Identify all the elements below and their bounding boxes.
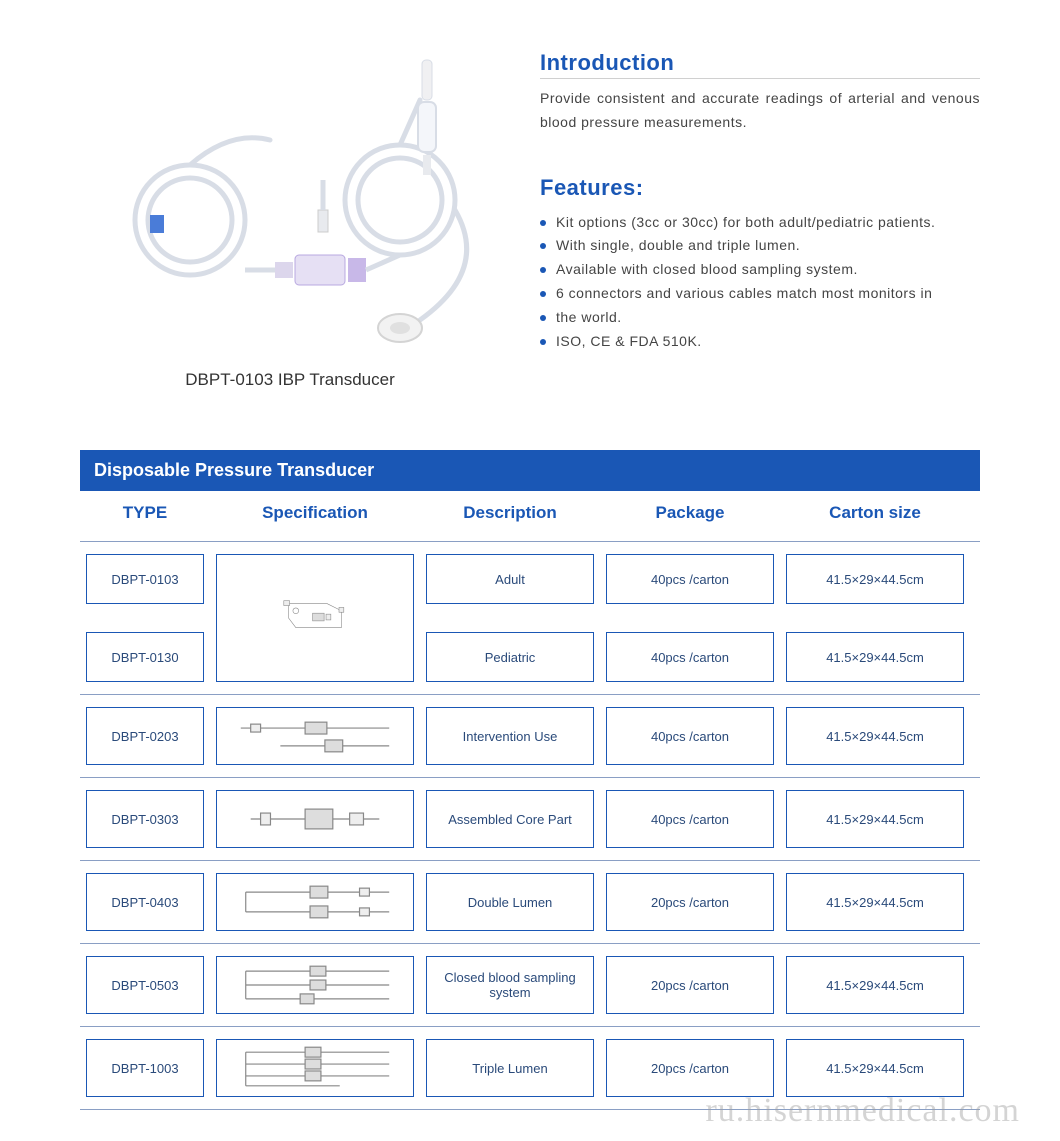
cell-carton: 41.5×29×44.5cm: [786, 632, 964, 682]
cell-package: 40pcs /carton: [606, 707, 774, 765]
cell-carton: 41.5×29×44.5cm: [786, 554, 964, 604]
table-row-group: DBPT-0103 DBPT-0130: [80, 541, 980, 694]
cell-description: Pediatric: [426, 632, 594, 682]
table-rows: DBPT-0103 DBPT-0130: [80, 541, 980, 1110]
cell-package: 40pcs /carton: [606, 790, 774, 848]
spec-diagram-icon: [221, 878, 409, 926]
features-list: Kit options (3cc or 30cc) for both adult…: [540, 211, 980, 354]
cell-carton: 41.5×29×44.5cm: [786, 707, 964, 765]
intro-text: Provide consistent and accurate readings…: [540, 87, 980, 135]
table-row: DBPT-1003: [80, 1026, 980, 1110]
cell-package: 40pcs /carton: [606, 554, 774, 604]
spec-diagram-icon: [221, 594, 409, 642]
cell-type: DBPT-0403: [86, 873, 204, 931]
feature-item: 6 connectors and various cables match mo…: [540, 282, 980, 306]
intro-title: Introduction: [540, 50, 980, 79]
product-caption: DBPT-0103 IBP Transducer: [185, 370, 394, 390]
col-description: Description: [420, 503, 600, 523]
cell-type: DBPT-1003: [86, 1039, 204, 1097]
cell-description: Intervention Use: [426, 707, 594, 765]
cell-package: 20pcs /carton: [606, 956, 774, 1014]
cell-description: Assembled Core Part: [426, 790, 594, 848]
cell-spec: [216, 554, 414, 682]
col-type: TYPE: [80, 503, 210, 523]
features-title: Features:: [540, 175, 980, 201]
table-row: DBPT-0203 Intervention Use 40pcs /carton: [80, 694, 980, 777]
spec-table-section: Disposable Pressure Transducer TYPE Spec…: [80, 450, 980, 1110]
table-row: DBPT-0403 Double Lume: [80, 860, 980, 943]
cell-spec: [216, 790, 414, 848]
top-section: DBPT-0103 IBP Transducer Introduction Pr…: [80, 40, 980, 390]
cell-carton: 41.5×29×44.5cm: [786, 1039, 964, 1097]
table-row: DBPT-0303 Assembled Core Part 40pcs /car…: [80, 777, 980, 860]
cell-carton: 41.5×29×44.5cm: [786, 790, 964, 848]
spec-diagram-icon: [221, 795, 409, 843]
table-title: Disposable Pressure Transducer: [80, 450, 980, 491]
col-carton: Carton size: [780, 503, 970, 523]
cell-description: Closed blood sampling system: [426, 956, 594, 1014]
col-package: Package: [600, 503, 780, 523]
cell-carton: 41.5×29×44.5cm: [786, 873, 964, 931]
spec-diagram-icon: [221, 961, 409, 1009]
feature-item: Available with closed blood sampling sys…: [540, 258, 980, 282]
cell-package: 20pcs /carton: [606, 873, 774, 931]
text-area: Introduction Provide consistent and accu…: [540, 40, 980, 390]
cell-package: 20pcs /carton: [606, 1039, 774, 1097]
feature-item: ISO, CE & FDA 510K.: [540, 330, 980, 354]
cell-type: DBPT-0130: [86, 632, 204, 682]
table-row: DBPT-0503 Closed bloo: [80, 943, 980, 1026]
product-illustration: [90, 40, 490, 360]
cell-description: Double Lumen: [426, 873, 594, 931]
cell-description: Adult: [426, 554, 594, 604]
cell-package: 40pcs /carton: [606, 632, 774, 682]
spec-diagram-icon: [221, 712, 409, 760]
cell-type: DBPT-0303: [86, 790, 204, 848]
product-image-area: DBPT-0103 IBP Transducer: [80, 40, 500, 390]
col-spec: Specification: [210, 503, 420, 523]
feature-item: Kit options (3cc or 30cc) for both adult…: [540, 211, 980, 235]
cell-spec: [216, 873, 414, 931]
spec-diagram-icon: [221, 1044, 409, 1092]
cell-type: DBPT-0203: [86, 707, 204, 765]
cell-spec: [216, 1039, 414, 1097]
cell-carton: 41.5×29×44.5cm: [786, 956, 964, 1014]
feature-item: With single, double and triple lumen.: [540, 234, 980, 258]
column-headers: TYPE Specification Description Package C…: [80, 491, 980, 541]
cell-spec: [216, 956, 414, 1014]
cell-spec: [216, 707, 414, 765]
cell-description: Triple Lumen: [426, 1039, 594, 1097]
feature-item: the world.: [540, 306, 980, 330]
cell-type: DBPT-0103: [86, 554, 204, 604]
cell-type: DBPT-0503: [86, 956, 204, 1014]
